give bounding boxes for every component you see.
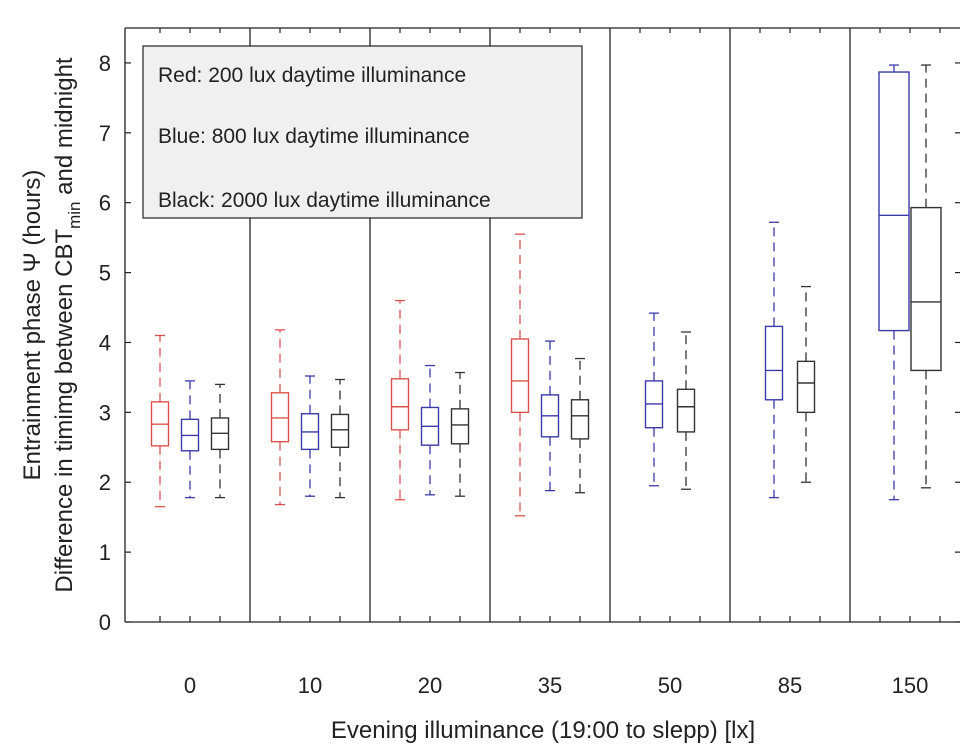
box-body bbox=[764, 325, 784, 401]
box-red bbox=[510, 233, 530, 517]
box-blue bbox=[420, 364, 440, 496]
y-tick-label: 7 bbox=[99, 121, 111, 146]
x-axis-title: Evening illuminance (19:00 to slepp) [lx… bbox=[331, 717, 755, 744]
x-tick-label: 50 bbox=[658, 673, 682, 698]
x-tick-label: 10 bbox=[298, 673, 322, 698]
box-black bbox=[450, 371, 470, 497]
y-axis-title-subscript: min bbox=[65, 201, 84, 228]
box-blue bbox=[180, 380, 200, 499]
x-tick-label: 20 bbox=[418, 673, 442, 698]
y-tick-label: 6 bbox=[99, 191, 111, 216]
box-body bbox=[878, 71, 910, 332]
y-axis-title-line1: Entrainment phase Ψ (hours) bbox=[19, 170, 46, 481]
box-body bbox=[450, 408, 470, 445]
box-body bbox=[390, 378, 410, 431]
box-black bbox=[796, 285, 816, 483]
box-body bbox=[510, 338, 530, 414]
legend: Red: 200 lux daytime illuminance Blue: 8… bbox=[142, 45, 583, 219]
box-black bbox=[330, 378, 350, 499]
legend-box bbox=[142, 45, 583, 219]
x-axis-ticks: 0 10 20 35 50 85 150 bbox=[159, 28, 941, 698]
box-black bbox=[570, 357, 590, 494]
box-body bbox=[570, 399, 590, 440]
y-axis-title-tail: and midnight bbox=[51, 57, 78, 201]
box-black bbox=[910, 64, 942, 489]
legend-entry-blue: Blue: 800 lux daytime illuminance bbox=[158, 125, 470, 148]
y-tick-label: 5 bbox=[99, 261, 111, 286]
box-body bbox=[330, 413, 350, 448]
x-tick-label: 0 bbox=[184, 673, 196, 698]
x-tick-label: 150 bbox=[892, 673, 929, 698]
x-tick-label: 35 bbox=[538, 673, 562, 698]
box-blue bbox=[644, 312, 664, 487]
y-tick-label: 8 bbox=[99, 51, 111, 76]
y-axis-title-main: Difference in timimg between CBT bbox=[51, 229, 78, 593]
box-blue bbox=[764, 221, 784, 499]
y-tick-label: 0 bbox=[99, 610, 111, 635]
box-blue bbox=[878, 64, 910, 501]
y-axis-ticks: 0 1 2 3 4 5 6 7 8 bbox=[99, 51, 960, 635]
box-red bbox=[390, 299, 410, 501]
y-axis-title-line2: Difference in timimg between CBTmin and … bbox=[51, 57, 84, 593]
box-body bbox=[910, 206, 942, 372]
box-blue bbox=[300, 375, 320, 497]
box-black bbox=[676, 331, 696, 490]
box-body bbox=[676, 388, 696, 433]
x-tick-label: 85 bbox=[778, 673, 802, 698]
box-red bbox=[270, 329, 290, 506]
legend-entry-red: Red: 200 lux daytime illuminance bbox=[158, 64, 466, 87]
box-blue bbox=[540, 340, 560, 492]
y-tick-label: 4 bbox=[99, 330, 111, 355]
y-tick-label: 2 bbox=[99, 470, 111, 495]
y-tick-label: 3 bbox=[99, 400, 111, 425]
legend-entry-black: Black: 2000 lux daytime illuminance bbox=[158, 189, 491, 212]
plot-frame bbox=[124, 27, 960, 623]
box-red bbox=[150, 334, 170, 508]
box-body bbox=[796, 360, 816, 414]
box-series bbox=[150, 64, 942, 517]
box-black bbox=[210, 383, 230, 499]
y-tick-label: 1 bbox=[99, 540, 111, 565]
